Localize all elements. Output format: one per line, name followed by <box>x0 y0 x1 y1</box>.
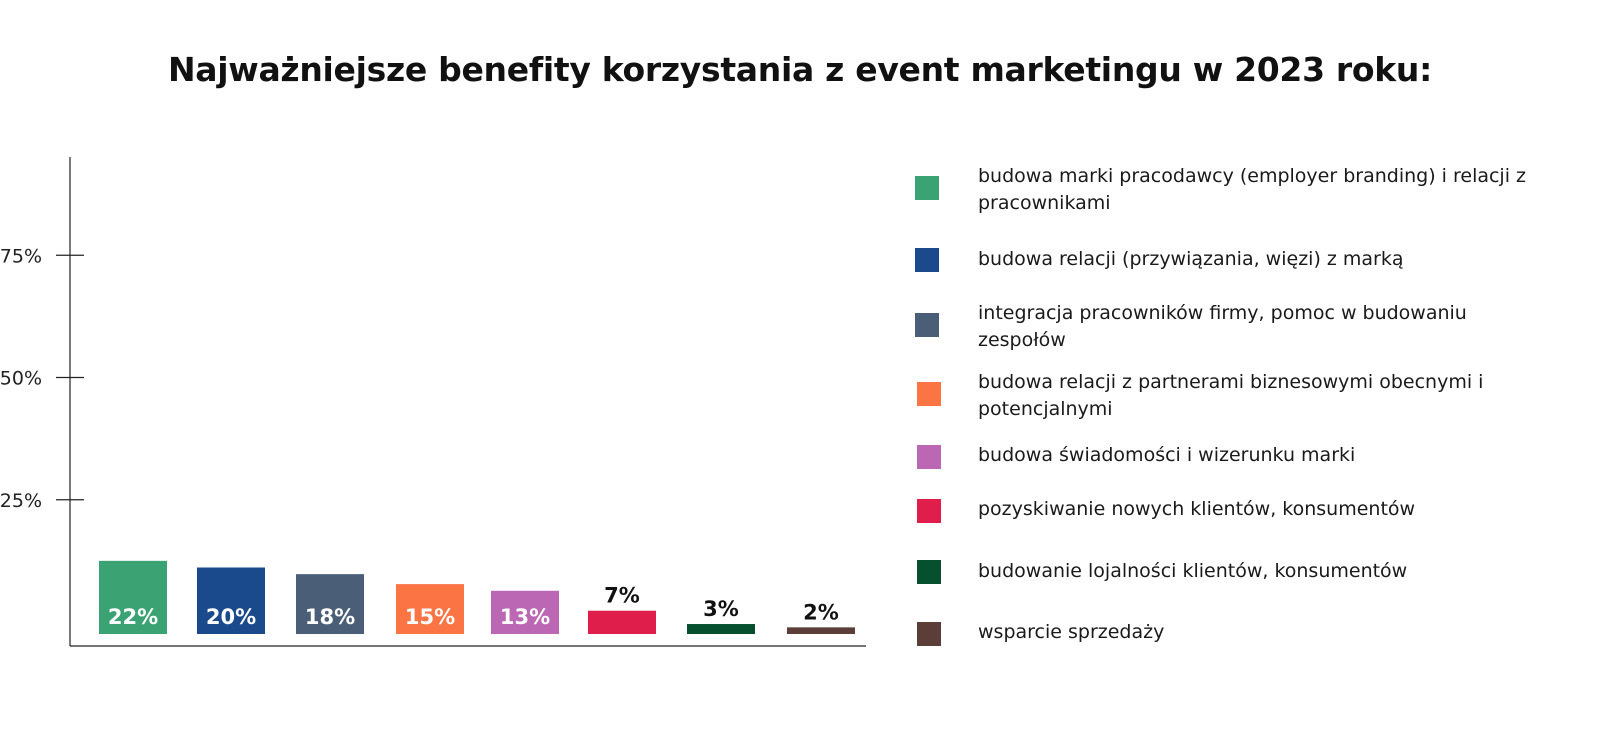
legend-label: budowa świadomości i wizerunku marki <box>978 444 1356 466</box>
y-tick-label: 75% <box>0 245 42 267</box>
legend-label: budowa relacji z partnerami biznesowymi … <box>978 371 1484 420</box>
bar <box>99 560 167 634</box>
bar-value-label: 15% <box>405 605 455 629</box>
legend-label: integracja pracowników firmy, pomoc w bu… <box>978 302 1467 351</box>
chart-legend: budowa marki pracodawcy (employer brandi… <box>915 0 1590 730</box>
legend-label: budowa marki pracodawcy (employer brandi… <box>978 165 1527 214</box>
legend-swatch <box>917 499 941 523</box>
y-tick-label: 25% <box>0 490 42 512</box>
bar-value-label: 18% <box>305 605 355 629</box>
legend-swatch <box>915 248 939 272</box>
legend-swatch <box>917 445 941 469</box>
legend-label: budowa relacji (przywiązania, więzi) z m… <box>978 248 1404 270</box>
bar <box>197 567 265 634</box>
legend-label: budowanie lojalności klientów, konsument… <box>978 560 1408 582</box>
legend-swatch <box>917 622 941 646</box>
legend-swatch <box>917 382 941 406</box>
bar <box>687 624 755 634</box>
legend-swatch <box>915 313 939 337</box>
bar <box>491 590 559 634</box>
bar-chart: 25% 50% 75% 22% 20% 18% 15% 13% 7% 3% 2% <box>0 157 866 647</box>
legend-label: wsparcie sprzedaży <box>978 621 1165 643</box>
bar-value-label: 13% <box>500 605 550 629</box>
bar <box>296 574 364 634</box>
legend-label: pozyskiwanie nowych klientów, konsumentó… <box>978 498 1416 520</box>
bar <box>588 610 656 634</box>
bar-value-label: 22% <box>108 605 158 629</box>
legend-swatch <box>917 560 941 584</box>
bar-value-label: 7% <box>604 584 640 608</box>
bar-value-label: 2% <box>803 600 839 624</box>
bar <box>787 627 855 634</box>
y-tick-label: 50% <box>0 368 42 390</box>
chart-title: Najważniejsze benefity korzystania z eve… <box>167 50 1433 89</box>
bar-value-label: 20% <box>206 605 256 629</box>
legend-swatch <box>915 176 939 200</box>
bar <box>396 584 464 634</box>
bar-value-label: 3% <box>703 597 739 621</box>
